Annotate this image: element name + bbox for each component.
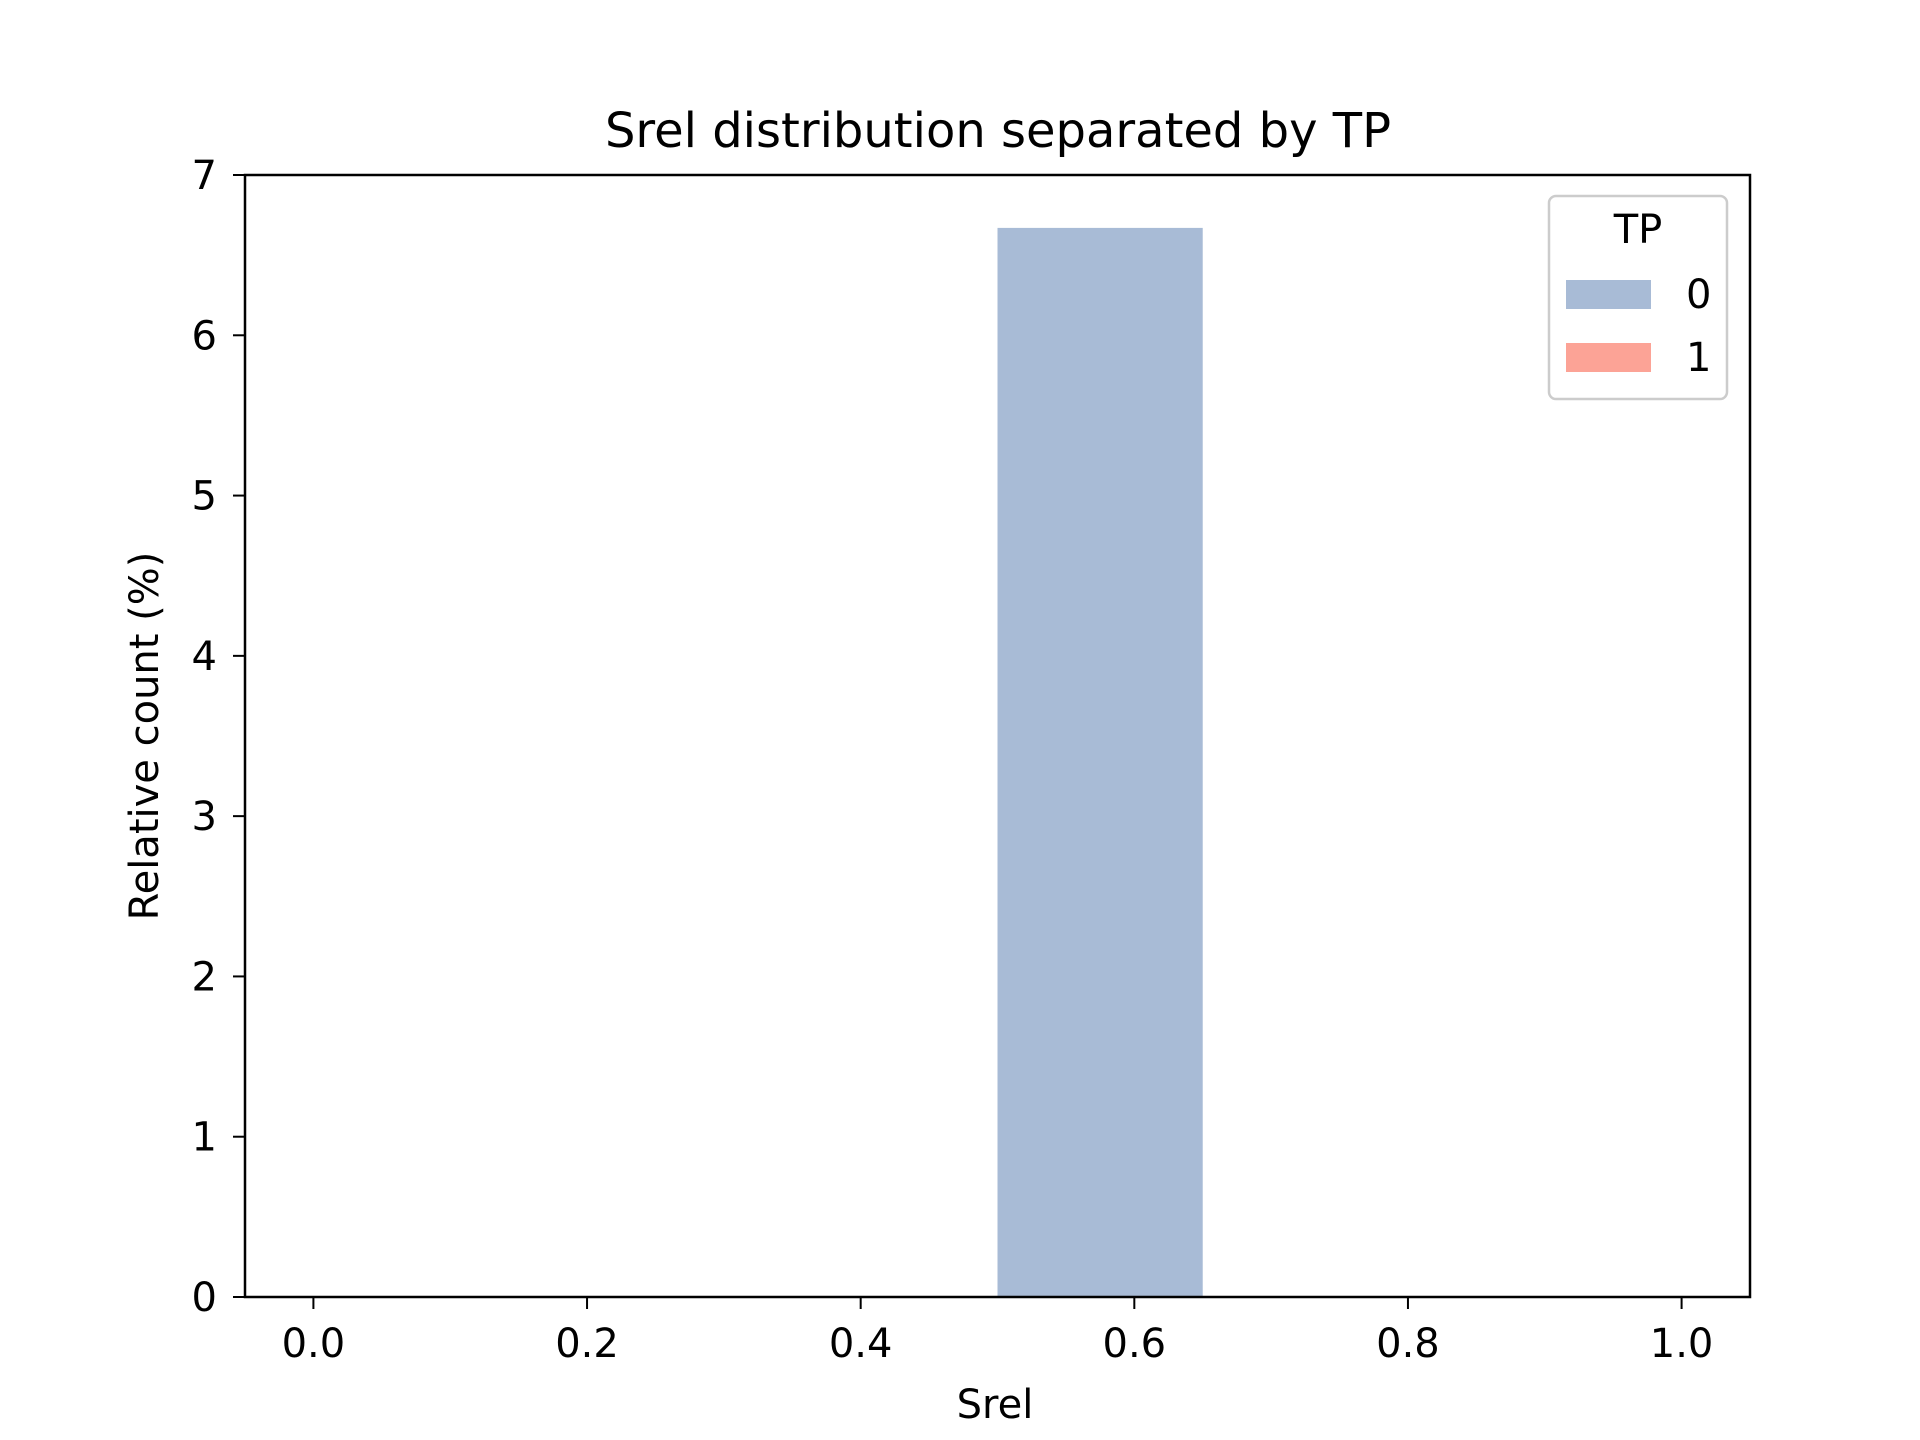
legend: TP 01 (1547, 194, 1729, 401)
legend-label-1: 1 (1686, 335, 1711, 381)
chart-title: Srel distribution separated by TP (605, 103, 1391, 159)
y-tick-label: 1 (192, 1115, 217, 1161)
x-tick-label: 0.0 (282, 1321, 346, 1367)
x-tick-label: 0.2 (555, 1321, 619, 1367)
bar-series-0-bin-0 (997, 227, 1203, 1297)
x-tick-label: 1.0 (1650, 1321, 1714, 1367)
y-tick-label: 6 (192, 313, 217, 359)
x-tick-label: 0.4 (829, 1321, 893, 1367)
x-axis-title: Srel (957, 1382, 1034, 1428)
legend-swatch-1 (1566, 343, 1651, 372)
y-axis-ticks: 0 1 2 3 4 5 6 7 (192, 153, 245, 1321)
legend-label-0: 0 (1686, 272, 1711, 318)
y-tick-label: 2 (192, 954, 217, 1000)
bars-group (997, 227, 1203, 1297)
y-tick-label: 3 (192, 794, 217, 840)
legend-entries: 01 (1566, 272, 1711, 381)
x-tick-label: 0.8 (1376, 1321, 1440, 1367)
x-tick-label: 0.6 (1103, 1321, 1167, 1367)
legend-title: TP (1613, 207, 1663, 253)
y-axis-title: Relative count (%) (122, 552, 168, 921)
x-axis-ticks: 0.0 0.2 0.4 0.6 0.8 1.0 (282, 1297, 1714, 1367)
y-tick-label: 7 (192, 153, 217, 199)
y-tick-label: 4 (192, 634, 217, 680)
plot-frame (243, 173, 1752, 1299)
y-tick-label: 5 (192, 474, 217, 520)
legend-swatch-0 (1566, 280, 1651, 309)
y-tick-label: 0 (192, 1275, 217, 1321)
